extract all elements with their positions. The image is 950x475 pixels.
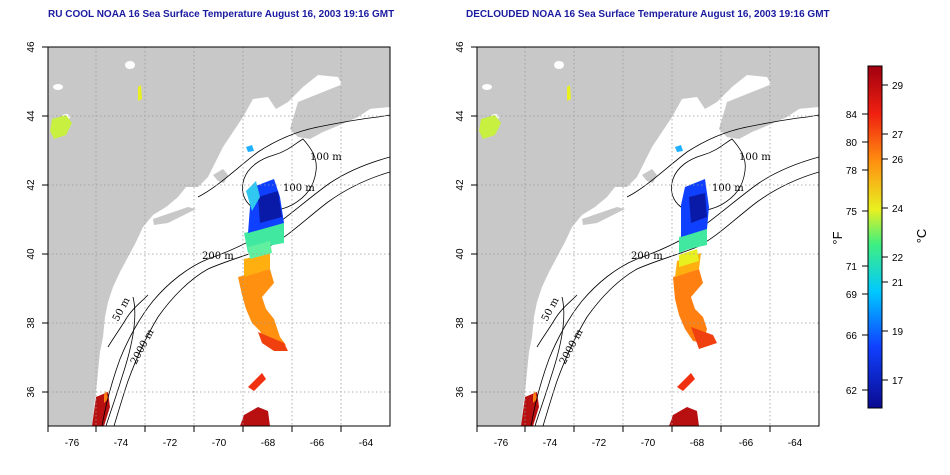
lat-tick-label: 36 [26,386,37,398]
lon-tick-label: -76 [65,438,80,449]
lat-tick-label: 38 [455,317,466,329]
contour-label: 100 m [712,183,744,194]
colorbar-f-unit: °F [830,231,845,244]
colorbar: 84 80 78 75 71 69 66 62 29 27 26 24 22 2… [830,65,929,409]
lat-tick-label: 40 [455,248,466,260]
colorbar-c-tick: 24 [892,204,904,215]
lon-tick-label: -72 [163,438,178,449]
contour-label: 200 m [631,251,663,262]
contour-label: 100 m [739,152,771,163]
lat-tick-label: 40 [26,248,37,260]
lat-tick-label: 42 [455,179,466,191]
lat-tick-label: 46 [455,41,466,53]
colorbar-c-tick: 21 [892,278,904,289]
lon-tick-label: -66 [310,438,325,449]
left-map-title: RU COOL NOAA 16 Sea Surface Temperature … [48,9,395,20]
lon-tick-label: -64 [359,438,374,449]
colorbar-c-tick: 22 [892,253,904,264]
lon-tick-label: -66 [739,438,754,449]
lon-tick-label: -64 [788,438,803,449]
lat-tick-label: 46 [26,41,37,53]
colorbar-c-tick: 29 [892,81,904,92]
lat-tick-label: 44 [26,110,37,122]
colorbar-f-tick: 71 [846,262,858,273]
lon-tick-label: -70 [212,438,227,449]
contour-label: 100 m [283,183,315,194]
lat-tick-label: 38 [26,317,37,329]
colorbar-c-tick: 19 [892,327,904,338]
right-map-title: DECLOUDED NOAA 16 Sea Surface Temperatur… [466,9,830,20]
colorbar-f-tick: 80 [846,138,858,149]
colorbar-c-unit: °C [914,229,929,244]
lon-tick-label: -68 [690,438,705,449]
lon-tick-label: -74 [543,438,558,449]
colorbar-f-tick: 84 [846,110,858,121]
colorbar-f-tick: 69 [846,290,858,301]
lon-tick-label: -72 [592,438,607,449]
colorbar-f-tick: 78 [846,166,858,177]
colorbar-c-tick: 27 [892,130,904,141]
colorbar-c-tick: 17 [892,376,904,387]
lat-tick-label: 44 [455,110,466,122]
lon-tick-label: -74 [114,438,129,449]
right-map: 100 m 100 m 200 m 50 m 2000 m -76 -74 [455,41,820,449]
colorbar-f-tick: 75 [846,207,858,218]
lat-tick-label: 36 [455,386,466,398]
lon-tick-label: -76 [494,438,509,449]
colorbar-c-tick: 26 [892,155,904,166]
colorbar-f-tick: 62 [846,386,858,397]
colorbar-gradient [867,65,883,409]
lon-tick-label: -68 [261,438,276,449]
contour-label: 200 m [202,251,234,262]
lon-tick-label: -70 [641,438,656,449]
left-map: 100 m 100 m 200 m 50 m 2000 m -76 -74 [26,41,391,449]
lat-tick-label: 42 [26,179,37,191]
colorbar-f-tick: 66 [846,331,858,342]
contour-label: 100 m [310,152,342,163]
